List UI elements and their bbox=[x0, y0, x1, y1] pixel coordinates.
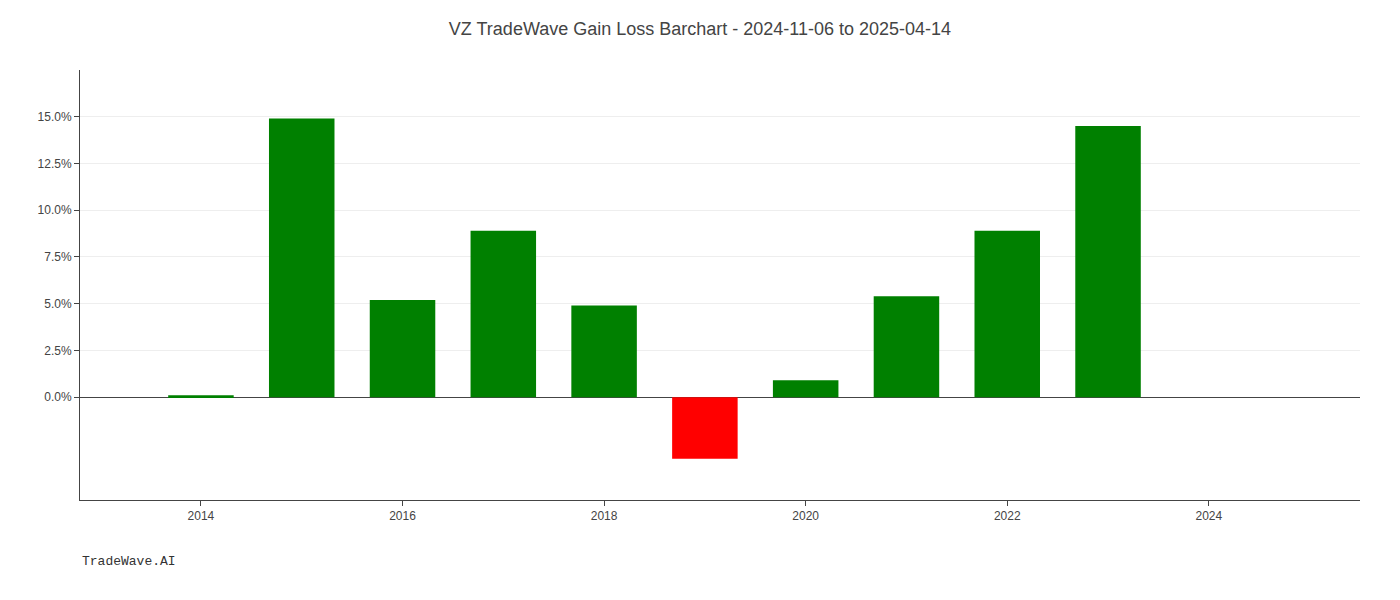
svg-text:2014: 2014 bbox=[188, 509, 215, 523]
svg-text:7.5%: 7.5% bbox=[44, 250, 72, 264]
svg-text:TradeWave.AI: TradeWave.AI bbox=[82, 554, 176, 569]
svg-text:VZ TradeWave Gain Loss Barchar: VZ TradeWave Gain Loss Barchart - 2024-1… bbox=[449, 19, 951, 39]
svg-text:2020: 2020 bbox=[792, 509, 819, 523]
svg-text:0.0%: 0.0% bbox=[44, 390, 72, 404]
svg-text:10.0%: 10.0% bbox=[38, 203, 72, 217]
svg-text:5.0%: 5.0% bbox=[44, 297, 72, 311]
svg-text:2024: 2024 bbox=[1195, 509, 1222, 523]
svg-text:12.5%: 12.5% bbox=[38, 157, 72, 171]
svg-text:2018: 2018 bbox=[591, 509, 618, 523]
svg-text:2.5%: 2.5% bbox=[44, 344, 72, 358]
svg-text:2022: 2022 bbox=[994, 509, 1021, 523]
svg-text:2016: 2016 bbox=[389, 509, 416, 523]
svg-text:15.0%: 15.0% bbox=[38, 110, 72, 124]
